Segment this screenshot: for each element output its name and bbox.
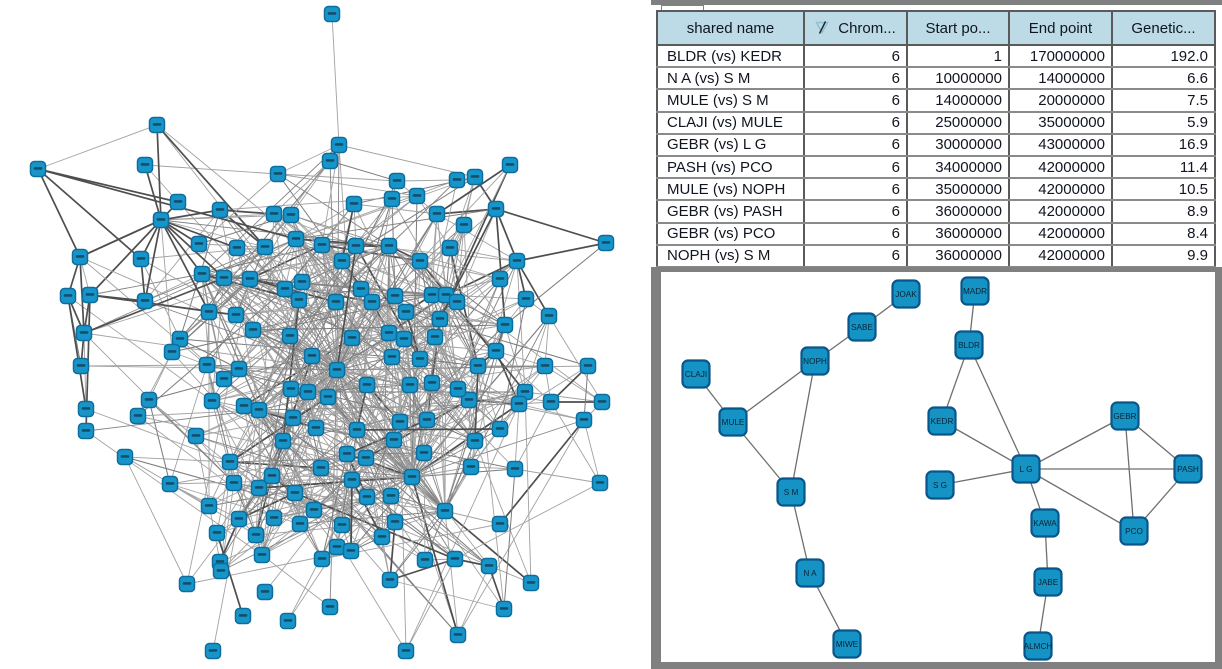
svg-text:S G: S G <box>933 481 947 490</box>
svg-text:JOAK: JOAK <box>895 290 917 299</box>
svg-text:PCO: PCO <box>1125 527 1143 536</box>
svg-text:KAWA: KAWA <box>1033 519 1057 528</box>
svg-text:JABE: JABE <box>1038 578 1059 587</box>
svg-text:BLDR: BLDR <box>958 341 980 350</box>
svg-text:ALMCH: ALMCH <box>1024 642 1053 651</box>
svg-text:PASH: PASH <box>1177 465 1199 474</box>
svg-text:NOPH: NOPH <box>803 357 827 366</box>
svg-text:SABE: SABE <box>851 323 873 332</box>
svg-text:N A: N A <box>803 569 817 578</box>
svg-text:S M: S M <box>784 488 799 497</box>
svg-text:GEBR: GEBR <box>1113 412 1136 421</box>
svg-text:MULE: MULE <box>722 418 745 427</box>
svg-text:CLAJI: CLAJI <box>685 370 707 379</box>
svg-text:MIWE: MIWE <box>836 640 859 649</box>
svg-text:L G: L G <box>1020 465 1033 474</box>
svg-text:MADR: MADR <box>963 287 987 296</box>
svg-text:KEDR: KEDR <box>931 417 954 426</box>
